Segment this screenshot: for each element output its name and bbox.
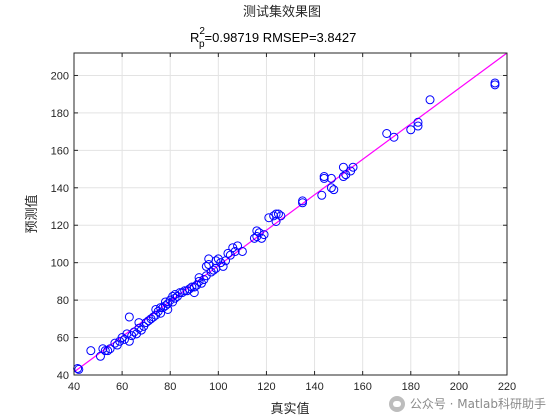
x-axis-label: 真实值 xyxy=(270,401,309,417)
data-point xyxy=(168,291,178,301)
data-point xyxy=(86,346,96,356)
data-point xyxy=(298,196,308,206)
data-point xyxy=(124,336,134,346)
data-point xyxy=(406,125,416,135)
data-point xyxy=(490,78,500,88)
subtitle-values: =0.98719 RMSEP=3.8427 xyxy=(205,30,357,45)
x-tick-label: 200 xyxy=(450,381,468,393)
data-point xyxy=(194,276,204,286)
data-point xyxy=(233,241,243,251)
wechat-icon xyxy=(388,395,405,412)
x-tick-label: 140 xyxy=(305,381,323,393)
data-point xyxy=(252,226,262,236)
x-tick-label: 120 xyxy=(257,381,275,393)
data-point xyxy=(348,162,358,172)
data-point xyxy=(124,312,134,322)
axis-ticks: 40 60 80 100 120 140 160 180 200 220 40 60 80 100 120 1… xyxy=(51,53,516,393)
data-point xyxy=(120,334,130,344)
data-point xyxy=(317,190,327,200)
data-point xyxy=(254,228,264,238)
y-tick-label: 60 xyxy=(57,333,69,345)
data-point xyxy=(110,338,120,348)
data-point xyxy=(187,282,197,292)
data-point xyxy=(105,344,115,354)
data-point xyxy=(276,211,286,221)
data-points xyxy=(73,78,500,374)
data-point xyxy=(271,209,281,219)
r2-prefix: R xyxy=(190,30,199,45)
data-point xyxy=(326,183,336,193)
r2-subscript: p xyxy=(199,39,205,50)
y-tick-label: 100 xyxy=(51,258,69,270)
watermark: 公众号 · Matlab科研助手 xyxy=(388,395,546,412)
y-tick-label: 80 xyxy=(57,295,69,307)
data-point xyxy=(425,95,435,105)
data-point xyxy=(326,173,336,183)
x-tick-label: 180 xyxy=(402,381,420,393)
chart-subtitle: R2 p=0.98719 RMSEP=3.8427 xyxy=(190,26,356,50)
data-point xyxy=(338,172,348,182)
x-tick-label: 160 xyxy=(353,381,371,393)
data-point xyxy=(98,344,108,354)
y-axis-label: 预测值 xyxy=(24,194,40,233)
y-tick-label: 200 xyxy=(51,70,69,82)
r2-superscript: 2 xyxy=(199,26,205,37)
plot-box xyxy=(73,52,508,376)
x-tick-label: 100 xyxy=(209,381,227,393)
y-tick-label: 140 xyxy=(51,183,69,195)
data-point xyxy=(259,230,269,240)
data-point xyxy=(163,304,173,314)
data-point xyxy=(382,129,392,138)
data-point xyxy=(237,246,247,256)
data-point xyxy=(389,132,399,142)
y-tick-label: 160 xyxy=(51,145,69,157)
x-tick-label: 220 xyxy=(498,381,516,393)
y-tick-label: 40 xyxy=(57,370,69,382)
data-point xyxy=(264,213,274,223)
data-point xyxy=(209,265,219,275)
x-tick-label: 60 xyxy=(116,381,128,393)
data-point xyxy=(156,308,166,318)
watermark-text: 公众号 · Matlab科研助手 xyxy=(409,397,546,411)
chart-title: 测试集效果图 xyxy=(243,4,321,20)
data-point xyxy=(100,346,110,356)
data-point xyxy=(413,121,423,131)
data-point xyxy=(170,293,180,303)
data-point xyxy=(273,209,283,219)
data-point xyxy=(230,246,240,256)
data-point xyxy=(269,211,279,221)
data-point xyxy=(218,261,228,271)
data-point xyxy=(74,364,84,374)
data-point xyxy=(211,256,221,266)
data-point xyxy=(103,346,113,356)
data-point xyxy=(180,286,190,296)
data-point xyxy=(329,185,339,195)
x-tick-label: 80 xyxy=(164,381,176,393)
y-tick-label: 120 xyxy=(51,220,69,232)
y-tick-label: 180 xyxy=(51,108,69,120)
data-point xyxy=(189,282,199,292)
data-point xyxy=(134,323,144,333)
x-tick-label: 40 xyxy=(68,381,80,393)
data-point xyxy=(413,117,423,127)
data-point xyxy=(177,288,187,298)
